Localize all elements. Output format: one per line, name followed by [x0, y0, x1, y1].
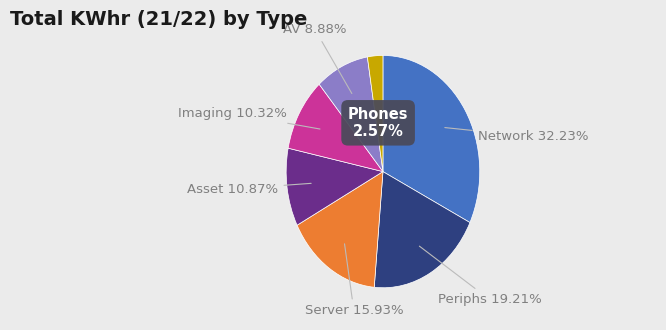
Wedge shape [286, 148, 383, 225]
Text: Total KWhr (21/22) by Type: Total KWhr (21/22) by Type [10, 10, 308, 29]
Text: Imaging 10.32%: Imaging 10.32% [178, 107, 320, 129]
Wedge shape [297, 172, 383, 287]
Wedge shape [319, 57, 383, 172]
Wedge shape [374, 172, 470, 288]
Text: Periphs 19.21%: Periphs 19.21% [420, 246, 541, 306]
Text: Network 32.23%: Network 32.23% [445, 128, 588, 143]
Text: Server 15.93%: Server 15.93% [304, 244, 403, 317]
Wedge shape [383, 55, 480, 222]
Text: AV 8.88%: AV 8.88% [284, 23, 352, 93]
Wedge shape [288, 84, 383, 172]
Text: Asset 10.87%: Asset 10.87% [187, 182, 311, 195]
Text: Phones
2.57%: Phones 2.57% [348, 107, 408, 139]
Wedge shape [368, 55, 383, 172]
